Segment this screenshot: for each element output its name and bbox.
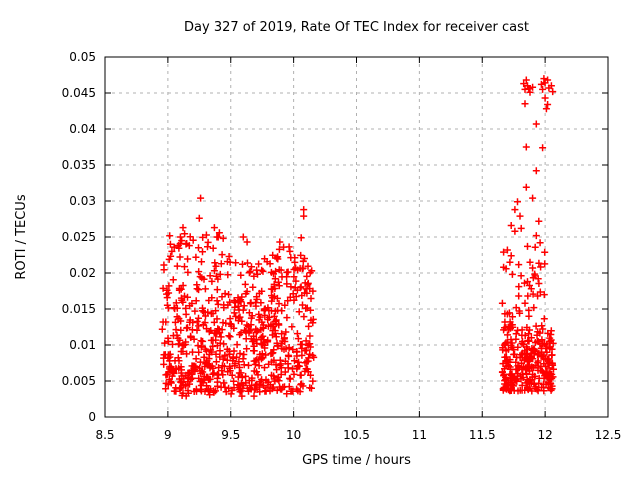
y-tick-label: 0.05 (69, 50, 96, 64)
plot-frame (104, 56, 609, 418)
y-tick-label: 0.02 (69, 266, 96, 280)
y-tick-label: 0.04 (69, 122, 96, 136)
x-tick-label: 10 (286, 428, 301, 442)
y-tick-label: 0.01 (69, 338, 96, 352)
x-tick-label: 12 (537, 428, 552, 442)
y-tick-label: 0.015 (62, 302, 96, 316)
y-tick-label: 0.035 (62, 158, 96, 172)
x-tick-label: 8.5 (95, 428, 114, 442)
y-tick-label: 0.025 (62, 230, 96, 244)
x-tick-label: 11 (412, 428, 427, 442)
x-tick-label: 9.5 (221, 428, 240, 442)
x-tick-label: 11.5 (469, 428, 496, 442)
y-axis-label: ROTI / TECUs (14, 194, 29, 279)
x-tick-label: 9 (164, 428, 172, 442)
x-tick-label: 12.5 (595, 428, 622, 442)
x-axis-label: GPS time / hours (302, 453, 411, 468)
y-tick-label: 0.005 (62, 374, 96, 388)
data-points (158, 75, 557, 400)
x-tick-label: 10.5 (343, 428, 370, 442)
chart-title: Day 327 of 2019, Rate Of TEC Index for r… (184, 20, 529, 35)
y-tick-label: 0.03 (69, 194, 96, 208)
scatter-markers (158, 75, 557, 400)
y-tick-label: 0 (88, 410, 96, 424)
y-tick-label: 0.045 (62, 86, 96, 100)
tick-labels: 8.5 9 9.5 10 10.5 11 11.5 12 12.5 0 0.005 0.01 0.015… (62, 50, 622, 442)
